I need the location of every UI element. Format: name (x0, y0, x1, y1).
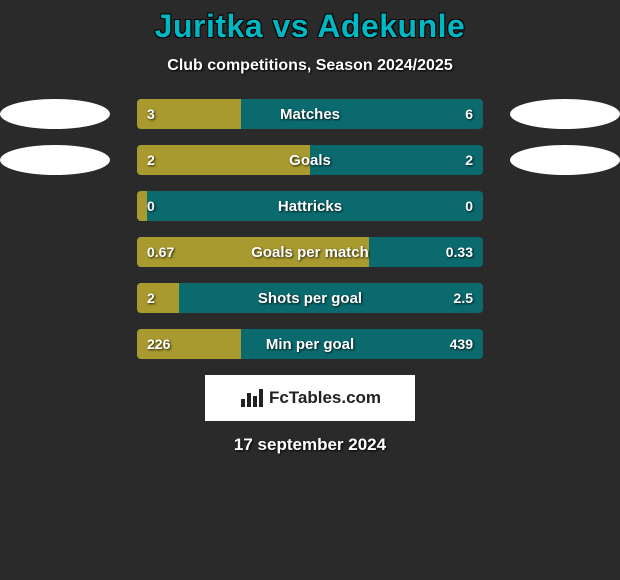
stat-value-right: 6 (465, 99, 473, 129)
source-box: FcTables.com (205, 375, 415, 421)
player-oval-left (0, 99, 110, 129)
stat-label: Goals (137, 145, 483, 175)
date-text: 17 september 2024 (0, 435, 620, 455)
stat-row: 2Shots per goal2.5 (137, 283, 483, 313)
player-oval-left (0, 145, 110, 175)
stats-area: 3Matches6 2Goals2 0Hattricks0 0.67Goals per… (0, 99, 620, 359)
source-text: FcTables.com (269, 388, 381, 408)
stat-label: Hattricks (137, 191, 483, 221)
stat-row-with-avatars: 2Goals2 (0, 145, 620, 175)
stat-value-right: 0 (465, 191, 473, 221)
stat-row: 2Goals2 (137, 145, 483, 175)
stat-row: 0.67Goals per match0.33 (137, 237, 483, 267)
stat-row-with-avatars: 3Matches6 (0, 99, 620, 129)
stat-value-right: 0.33 (446, 237, 473, 267)
player-oval-right (510, 99, 620, 129)
stat-row: 0Hattricks0 (137, 191, 483, 221)
stat-label: Goals per match (137, 237, 483, 267)
stat-row: 3Matches6 (137, 99, 483, 129)
stat-label: Shots per goal (137, 283, 483, 313)
stat-label: Min per goal (137, 329, 483, 359)
stat-label: Matches (137, 99, 483, 129)
page-title: Juritka vs Adekunle (0, 8, 620, 45)
bars-logo-icon (239, 387, 263, 409)
stat-value-right: 2.5 (454, 283, 473, 313)
stat-value-right: 2 (465, 145, 473, 175)
stat-value-right: 439 (450, 329, 473, 359)
player-oval-right (510, 145, 620, 175)
page-subtitle: Club competitions, Season 2024/2025 (0, 57, 620, 75)
stat-row: 226Min per goal439 (137, 329, 483, 359)
comparison-infographic: Juritka vs Adekunle Club competitions, S… (0, 0, 620, 455)
